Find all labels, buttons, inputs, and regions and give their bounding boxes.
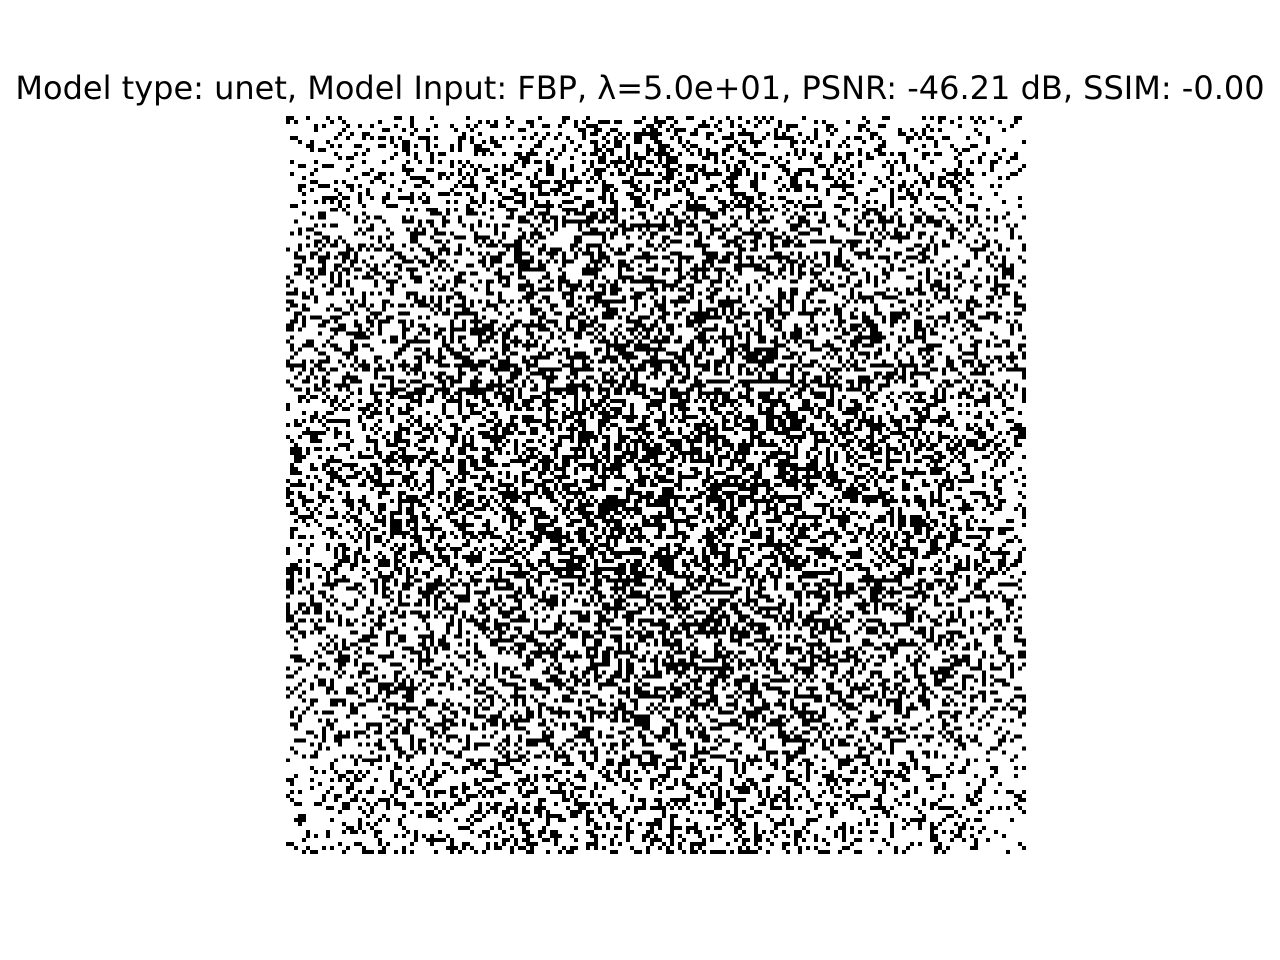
reconstruction-image xyxy=(286,116,1026,854)
reconstruction-noise-canvas xyxy=(286,116,1026,854)
figure-title: Model type: unet, Model Input: FBP, λ=5.… xyxy=(15,69,1265,107)
